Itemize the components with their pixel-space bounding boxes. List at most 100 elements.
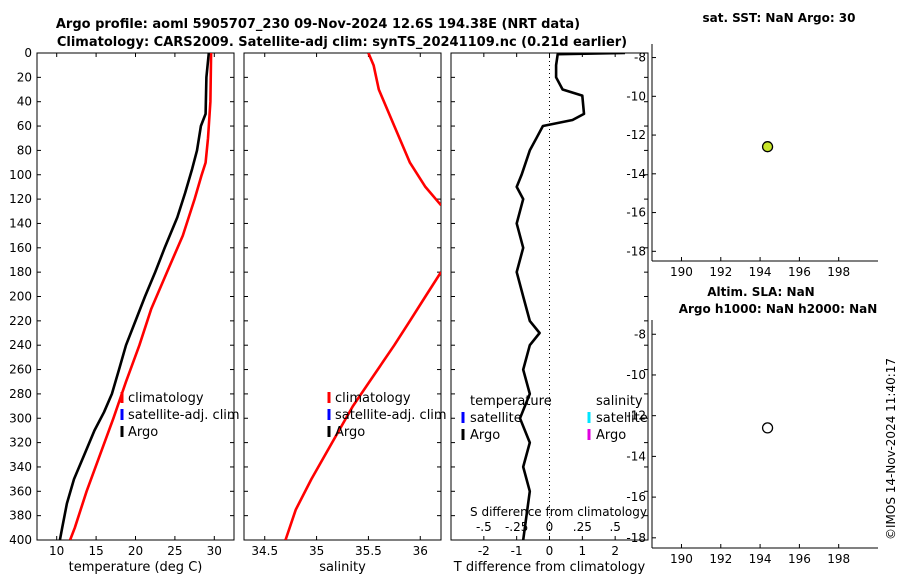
x-tick-label: 20	[128, 544, 143, 558]
x-tick-label: 198	[827, 265, 850, 279]
title-line-2: Climatology: CARS2009. Satellite-adj cli…	[57, 35, 627, 50]
y-tick-label: 400	[9, 533, 32, 547]
y-tick-label: -14	[626, 449, 646, 463]
y-tick-label: -8	[634, 327, 646, 341]
imos-credit: ©IMOS 14-Nov-2024 11:40:17	[884, 358, 898, 540]
legend-label: satellite	[470, 411, 522, 426]
x-tick-label: 35	[309, 544, 324, 558]
x-axis-label: salinity	[319, 560, 366, 575]
y-tick-label: -18	[626, 531, 646, 545]
y-tick-label: 0	[24, 46, 32, 60]
panel-sla_map: -8 -10 -12 -14 -16 -18 190 192 194 196 198	[626, 320, 878, 566]
s-diff-tick-label: 0	[546, 520, 554, 534]
x-axis-label: temperature (deg C)	[69, 560, 203, 575]
series-line-argo-t-diff	[515, 53, 626, 540]
y-tick-label: 120	[9, 192, 32, 206]
argo-location-marker	[761, 422, 774, 434]
y-tick-label: 300	[9, 411, 32, 425]
x-tick-label: 10	[49, 544, 64, 558]
x-tick-label: 192	[709, 552, 732, 566]
x-tick-label: 190	[670, 552, 693, 566]
y-tick-label: 320	[9, 436, 32, 450]
y-tick-label: 360	[9, 484, 32, 498]
series-line-climatology	[284, 271, 441, 540]
y-tick-label: -16	[626, 206, 646, 220]
x-tick-label: 1	[579, 544, 587, 558]
y-tick-label: 80	[17, 143, 32, 157]
x-tick-label: 198	[827, 552, 850, 566]
panel-salinity: 34.5 35 35.5 36 salinity climatology satellite…	[243, 52, 447, 575]
s-diff-label: S difference from climatology	[470, 505, 647, 519]
axes-box	[450, 52, 649, 541]
x-tick-label: 30	[207, 544, 222, 558]
y-tick-label: -8	[634, 51, 646, 65]
axes-box	[36, 52, 235, 541]
legend-title: salinity	[596, 394, 643, 409]
y-tick-label: -18	[626, 244, 646, 258]
x-tick-label: 2	[611, 544, 619, 558]
x-tick-label: 35.5	[355, 544, 382, 558]
panel-sst_map: -8 -10 -12 -14 -16 -18 190 192 194 196 198	[626, 44, 878, 279]
legend-label: Argo	[470, 428, 500, 443]
panel-temperature: 0 20 40 60 80 100 120 140 160 180 200 220 240 260 280 3…	[9, 46, 240, 575]
x-tick-label: 194	[749, 552, 772, 566]
panels: 0204060801001201401601802002202402602803…	[9, 44, 878, 575]
y-tick-label: -10	[626, 89, 646, 103]
s-diff-tick-label: .5	[609, 520, 620, 534]
legend-title: temperature	[470, 394, 552, 409]
sla-map-title-1: Altim. SLA: NaN	[707, 285, 814, 299]
title-line-1: Argo profile: aoml 5905707_230 09-Nov-20…	[56, 17, 580, 32]
y-tick-label: 220	[9, 314, 32, 328]
y-tick-label: -12	[626, 409, 646, 423]
argo-location-marker	[761, 141, 774, 153]
x-tick-label: 194	[749, 265, 772, 279]
x-tick-label: 25	[167, 544, 182, 558]
x-tick-label: 34.5	[251, 544, 278, 558]
y-tick-label: 260	[9, 363, 32, 377]
legend-label: satellite-adj. clim	[335, 408, 447, 423]
legend-label: satellite-adj. clim	[128, 408, 240, 423]
sst-map-title: sat. SST: NaN Argo: 30	[702, 11, 855, 25]
y-tick-label: 340	[9, 460, 32, 474]
x-tick-label: 196	[788, 265, 811, 279]
x-tick-label: 192	[709, 265, 732, 279]
legend-label: Argo	[596, 428, 626, 443]
legend-label: Argo	[128, 425, 158, 440]
y-tick-label: 100	[9, 168, 32, 182]
x-tick-label: -1	[511, 544, 523, 558]
sla-map-title-2: Argo h1000: NaN h2000: NaN	[679, 302, 878, 316]
y-tick-label: 60	[17, 119, 32, 133]
x-tick-label: 196	[788, 552, 811, 566]
y-tick-label: -10	[626, 368, 646, 382]
axes-box	[243, 52, 442, 541]
x-axis-label: T difference from climatology	[453, 560, 646, 575]
series-line-climatology	[367, 53, 441, 207]
y-tick-label: 180	[9, 265, 32, 279]
y-tick-label: 160	[9, 241, 32, 255]
series-line-argo	[58, 53, 211, 540]
s-diff-tick-label: .25	[573, 520, 592, 534]
y-tick-label: 380	[9, 509, 32, 523]
y-tick-label: 20	[17, 70, 32, 84]
s-diff-tick-label: -.25	[505, 520, 528, 534]
x-tick-label: 15	[88, 544, 103, 558]
y-tick-label: -14	[626, 167, 646, 181]
y-tick-label: 200	[9, 290, 32, 304]
s-diff-tick-label: -.5	[476, 520, 492, 534]
y-tick-label: -12	[626, 128, 646, 142]
x-tick-label: 190	[670, 265, 693, 279]
x-tick-label: 0	[546, 544, 554, 558]
legend-label: climatology	[128, 391, 204, 406]
x-tick-label: -2	[478, 544, 490, 558]
y-tick-label: 140	[9, 216, 32, 230]
y-tick-label: 240	[9, 338, 32, 352]
legend-label: climatology	[335, 391, 411, 406]
series-line-climatology	[68, 53, 213, 540]
legend-label: Argo	[335, 425, 365, 440]
x-tick-label: 36	[413, 544, 428, 558]
y-tick-label: 40	[17, 95, 32, 109]
y-tick-label: 280	[9, 387, 32, 401]
legend-label: satellite	[596, 411, 648, 426]
